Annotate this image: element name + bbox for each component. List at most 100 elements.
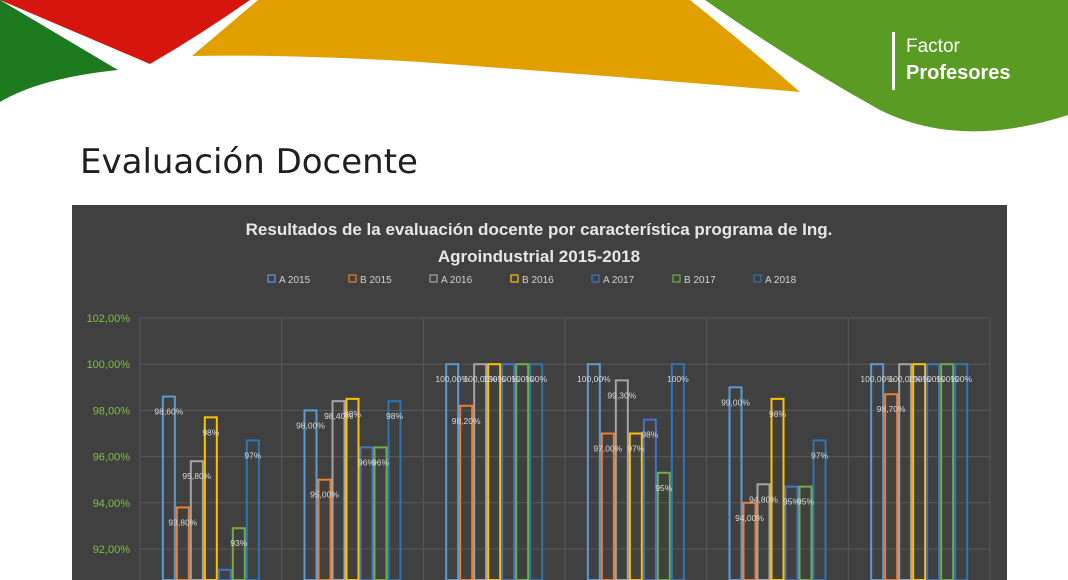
data-label: 100% [667,374,689,384]
legend-swatch [753,274,762,283]
header-banner [0,0,1068,132]
chart-title-line2: Agroindustrial 2015-2018 [438,247,640,266]
data-label: 98,60% [154,407,183,417]
y-tick-label: 96,00% [93,452,131,464]
legend-swatch [348,274,357,283]
bar [203,416,218,580]
bar [515,363,530,580]
banner-darkgreen-shape [0,0,118,102]
bar [189,460,204,580]
data-label: 100% [525,374,547,384]
data-label: 100% [511,374,533,384]
data-label: 100,00% [860,374,894,384]
data-label: 98% [386,411,403,421]
banner-red-shape [0,0,250,64]
data-label: 98% [769,409,786,419]
data-label: 93% [230,538,247,548]
legend-label: A 2015 [279,275,311,286]
bar [756,483,771,580]
bar [473,363,488,580]
bar [884,393,899,580]
bar [529,363,544,580]
data-label: 95% [783,497,800,507]
bar [345,397,360,580]
y-tick-label: 94,00% [93,498,131,510]
data-label: 98% [641,430,658,440]
legend-label: A 2017 [603,275,635,286]
legend-swatch [429,274,438,283]
bar [642,418,657,580]
logo-divider [892,32,895,90]
bar [245,439,260,580]
bar [870,363,885,580]
data-label: 98% [344,409,361,419]
data-label: 100% [497,374,519,384]
data-label: 95% [655,483,672,493]
data-label: 100,00% [888,374,922,384]
legend-swatch [267,274,276,283]
y-tick-label: 102,00% [87,313,131,325]
bar [331,400,346,580]
data-label: 97,00% [593,444,622,454]
data-label: 93,80% [168,517,197,527]
data-label: 95,80% [182,471,211,481]
data-label: 98,20% [452,416,481,426]
bar [161,395,176,580]
bar [459,404,474,580]
bar [926,363,941,580]
banner-orange-shape [192,0,800,92]
data-label: 100% [908,374,930,384]
data-label: 97% [627,444,644,454]
data-label: 100% [936,374,958,384]
data-label: 100,00% [435,374,469,384]
data-label: 94,00% [735,513,764,523]
data-label: 97% [811,450,828,460]
logo-line1: Factor [906,36,960,57]
factor-profesores-logo: Factor Profesores [892,30,1052,94]
bar [784,485,799,580]
data-label: 100% [483,374,505,384]
chart-panel: Resultados de la evaluación docente por … [72,205,1007,580]
bar [812,439,827,580]
bar-chart: Resultados de la evaluación docente por … [87,220,991,580]
bar [670,363,685,580]
data-label: 96% [358,457,375,467]
legend-swatch [591,274,600,283]
legend-swatch [510,274,519,283]
page-title: Evaluación Docente [80,142,418,182]
data-label: 94,80% [749,494,778,504]
bar [231,527,246,580]
bar [954,363,969,580]
data-label: 100,00% [577,374,611,384]
bar [728,386,743,580]
logo-line2: Profesores [906,62,1011,84]
bar [387,400,402,580]
bar [373,446,388,580]
chart-legend: A 2015 B 2015 A 2016 B 2016 A 2017 B 2017 A 20… [267,274,797,286]
data-label: 98,00% [296,420,325,430]
bar [501,363,516,580]
bar [770,397,785,580]
data-label: 97% [244,450,261,460]
data-label: 96% [372,457,389,467]
bar [445,363,460,580]
bar [940,363,955,580]
y-tick-label: 92,00% [93,544,131,556]
grid-lines [139,317,991,580]
data-label: 98,40% [324,411,353,421]
y-tick-label: 98,00% [93,405,131,417]
legend-label: B 2016 [522,275,554,286]
legend-label: B 2015 [360,275,392,286]
chart-title-line1: Resultados de la evaluación docente por … [246,220,833,239]
bar [614,379,629,580]
bar [600,432,615,580]
data-label: 99,30% [607,390,636,400]
y-axis: 102,00% 100,00% 98,00% 96,00% 94,00% 92,00% [87,313,131,556]
data-label: 100,00% [463,374,497,384]
data-label: 95,00% [310,490,339,500]
data-labels: 98,60%98,00%100,00% 100,00%99,00%100,00%9… [154,374,972,548]
bar [586,363,601,580]
bar [303,409,318,580]
data-label: 98% [202,427,219,437]
bar [317,478,332,580]
